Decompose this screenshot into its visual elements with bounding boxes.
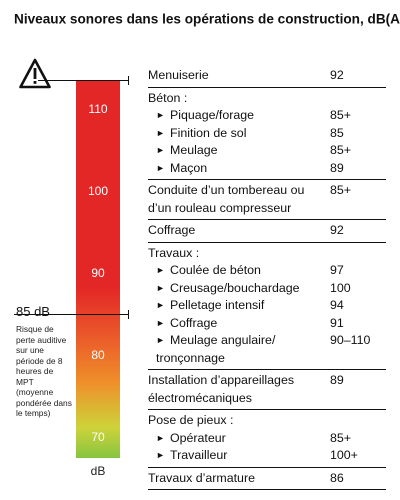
- table-subrow: ► Creusage/bouchardage 100: [148, 280, 386, 298]
- table-row: Travaux :: [148, 245, 386, 263]
- table-group: Pose de pieux : ► Opérateur 85+ ► Travailleur…: [148, 410, 386, 468]
- subrow-label: Meulage: [170, 143, 218, 157]
- subrow-label: Creusage/bouchardage: [170, 280, 300, 295]
- table-subrow: ► Travailleur 100+: [148, 447, 386, 465]
- threshold-line: [14, 314, 128, 315]
- warning-triangle-icon: [19, 58, 51, 89]
- row-label: Travaux :: [148, 245, 200, 260]
- table-row: Béton :: [148, 90, 386, 108]
- subrow-value: 91: [330, 315, 344, 330]
- subrow-value: 90–110: [330, 333, 371, 347]
- subrow-label: Pelletage intensif: [170, 298, 265, 312]
- subrow-label: Meulage angulaire/ tronçonnage: [156, 333, 276, 365]
- table-row: Pose de pieux :: [148, 412, 386, 430]
- bullet-arrow-icon: ►: [156, 265, 165, 275]
- subrow-value: 85+: [330, 430, 352, 445]
- subrow-label: Finition de sol: [170, 125, 247, 140]
- row-label: Pose de pieux :: [148, 413, 234, 427]
- row-label: Installation d’appareillages électroméca…: [148, 373, 295, 405]
- table-subrow: ► Coulée de béton 97: [148, 262, 386, 280]
- table-group: Installation d’appareillages électroméca…: [148, 370, 386, 410]
- table-row: Conduite d’un tombereau ou d’un rouleau …: [148, 182, 386, 217]
- table-subrow: ► Coffrage 91: [148, 315, 386, 333]
- db-tick-label: 100: [87, 183, 109, 198]
- table-subrow: ► Piquage/forage 85+: [148, 107, 386, 125]
- table-subrow: ► Pelletage intensif 94: [148, 297, 386, 315]
- table-group: Coffrage 92: [148, 220, 386, 243]
- bullet-arrow-icon: ►: [156, 127, 165, 138]
- db-tick-label: 90: [91, 266, 105, 281]
- bullet-arrow-icon: ►: [156, 162, 165, 173]
- row-label: Conduite d’un tombereau ou d’un rouleau …: [148, 183, 305, 215]
- row-value: 86: [330, 470, 344, 485]
- noise-level-table: Menuiserie 92 Béton : ► Piquage/forage 85+ ► Fi…: [148, 67, 386, 490]
- table-group: Conduite d’un tombereau ou d’un rouleau …: [148, 180, 386, 220]
- db-tick-label: 80: [91, 348, 105, 363]
- subrow-value: 97: [330, 263, 344, 277]
- table-subrow: ► Finition de sol 85: [148, 125, 386, 143]
- subrow-value: 100+: [330, 448, 358, 462]
- row-label: Béton :: [148, 90, 188, 105]
- subrow-value: 85+: [330, 143, 352, 157]
- subrow-label: Coulée de béton: [170, 263, 261, 277]
- subrow-value: 89: [330, 160, 344, 175]
- bullet-arrow-icon: ►: [156, 317, 165, 328]
- row-value: 89: [330, 373, 344, 387]
- bullet-arrow-icon: ►: [156, 300, 165, 310]
- table-subrow: ► Meulage 85+: [148, 142, 386, 160]
- row-value: 85+: [330, 183, 352, 197]
- table-subrow: ► Opérateur 85+: [148, 430, 386, 448]
- subrow-label: Opérateur: [170, 430, 226, 445]
- db-scale-bar: [76, 80, 120, 458]
- row-label: Coffrage: [148, 223, 196, 237]
- bullet-arrow-icon: ►: [156, 432, 165, 443]
- subrow-label: Piquage/forage: [170, 108, 255, 122]
- bullet-arrow-icon: ►: [156, 282, 165, 293]
- subrow-value: 85+: [330, 108, 352, 122]
- table-row: Menuiserie 92: [148, 67, 386, 85]
- row-label: Menuiserie: [148, 68, 209, 82]
- table-group: Travaux : ► Coulée de béton 97 ► Creusage/bou…: [148, 243, 386, 370]
- table-subrow: ► Maçon 89: [148, 160, 386, 178]
- top-marker-cap: [128, 76, 129, 85]
- table-row: Travaux d’armature 86: [148, 470, 386, 488]
- db-unit-label: dB: [90, 464, 106, 478]
- subrow-value: 94: [330, 298, 344, 312]
- table-group: Menuiserie 92: [148, 67, 386, 88]
- chart-title: Niveaux sonores dans les opérations de c…: [14, 11, 400, 27]
- bullet-arrow-icon: ►: [156, 145, 165, 155]
- row-value: 92: [330, 223, 344, 237]
- db-tick-label: 70: [91, 430, 105, 445]
- subrow-label: Travailleur: [170, 448, 228, 462]
- top-marker-line: [38, 80, 128, 81]
- subrow-value: 100: [330, 280, 351, 295]
- table-row: Coffrage 92: [148, 222, 386, 240]
- table-row: Installation d’appareillages électroméca…: [148, 372, 386, 407]
- db-tick-label: 110: [88, 101, 108, 116]
- threshold-label: 85 dB: [16, 304, 50, 319]
- risk-note: Risque de perte auditive sur une période…: [16, 324, 72, 418]
- row-value: 92: [330, 68, 344, 82]
- bullet-arrow-icon: ►: [156, 335, 165, 345]
- row-label: Travaux d’armature: [148, 470, 255, 485]
- subrow-label: Coffrage: [170, 315, 218, 330]
- table-group: Béton : ► Piquage/forage 85+ ► Finition de so…: [148, 88, 386, 180]
- threshold-cap: [128, 310, 129, 319]
- bullet-arrow-icon: ►: [156, 450, 165, 460]
- bullet-arrow-icon: ►: [156, 110, 165, 120]
- table-subrow: ► Meulage angulaire/ tronçonnage 90–110: [148, 332, 386, 367]
- subrow-value: 85: [330, 125, 344, 140]
- subrow-label: Maçon: [170, 160, 208, 175]
- table-group: Travaux d’armature 86: [148, 468, 386, 490]
